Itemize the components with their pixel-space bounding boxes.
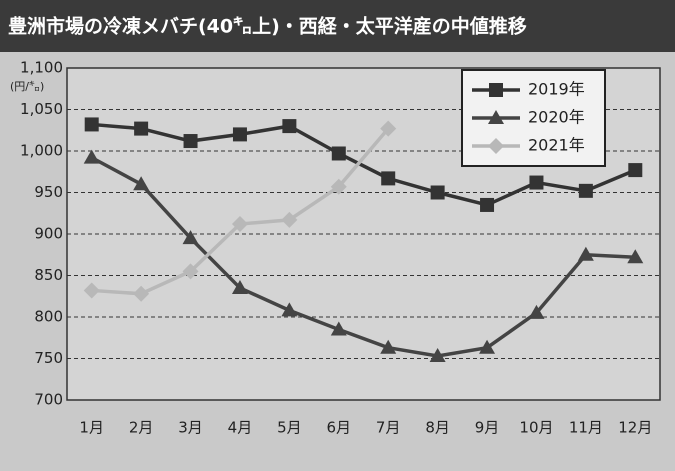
marker xyxy=(480,197,495,212)
marker xyxy=(529,175,544,190)
marker xyxy=(231,216,248,233)
marker xyxy=(83,282,100,299)
x-tick-label: 5月 xyxy=(277,419,302,437)
y-tick-label: 1,050 xyxy=(20,100,63,118)
marker xyxy=(331,146,346,161)
y-tick-label: 1,100 xyxy=(20,59,63,77)
title-bar xyxy=(0,0,675,52)
legend-label: 2021年 xyxy=(528,136,585,155)
marker xyxy=(381,171,396,186)
chart-title: 豊洲市場の冷凍メバチ(40㌔上)・西経・太平洋産の中値推移 xyxy=(8,15,527,38)
legend-marker xyxy=(489,83,503,97)
marker xyxy=(281,211,298,228)
x-tick-label: 9月 xyxy=(475,419,500,437)
marker xyxy=(83,149,100,164)
x-tick-label: 10月 xyxy=(519,419,553,437)
marker xyxy=(577,246,594,261)
marker xyxy=(628,163,643,178)
legend-marker xyxy=(488,110,504,124)
marker xyxy=(430,185,445,200)
x-tick-label: 6月 xyxy=(327,419,352,437)
marker xyxy=(429,348,446,363)
marker xyxy=(578,183,593,198)
marker xyxy=(380,339,397,354)
y-tick-label: 700 xyxy=(34,391,63,409)
marker xyxy=(627,249,644,264)
marker xyxy=(133,176,150,191)
marker xyxy=(528,304,545,319)
marker xyxy=(84,117,99,132)
y-tick-label: 1,000 xyxy=(20,142,63,160)
marker xyxy=(330,178,347,195)
marker xyxy=(479,339,496,354)
y-axis-label: (円/㌔) xyxy=(10,80,44,93)
marker xyxy=(380,120,397,137)
marker xyxy=(330,321,347,336)
y-tick-label: 800 xyxy=(34,308,63,326)
x-tick-label: 2月 xyxy=(129,419,154,437)
marker xyxy=(133,285,150,302)
series-line xyxy=(91,122,636,207)
marker xyxy=(182,263,199,280)
marker xyxy=(134,121,149,136)
legend-label: 2020年 xyxy=(528,108,585,127)
y-tick-label: 750 xyxy=(34,349,63,367)
marker xyxy=(281,302,298,317)
x-tick-label: 1月 xyxy=(79,419,104,437)
marker xyxy=(183,134,198,149)
series-line xyxy=(90,156,636,358)
x-tick-label: 8月 xyxy=(425,419,450,437)
legend-marker xyxy=(488,138,504,154)
y-tick-label: 900 xyxy=(34,225,63,243)
x-tick-label: 4月 xyxy=(228,419,253,437)
x-tick-label: 11月 xyxy=(569,419,603,437)
marker xyxy=(282,119,297,134)
marker xyxy=(182,230,199,245)
y-tick-label: 950 xyxy=(34,183,63,201)
x-tick-label: 12月 xyxy=(618,419,652,437)
x-tick-label: 3月 xyxy=(178,419,203,437)
y-tick-label: 850 xyxy=(34,266,63,284)
x-tick-label: 7月 xyxy=(376,419,401,437)
marker xyxy=(231,279,248,294)
legend-label: 2019年 xyxy=(528,80,585,99)
marker xyxy=(232,127,247,142)
